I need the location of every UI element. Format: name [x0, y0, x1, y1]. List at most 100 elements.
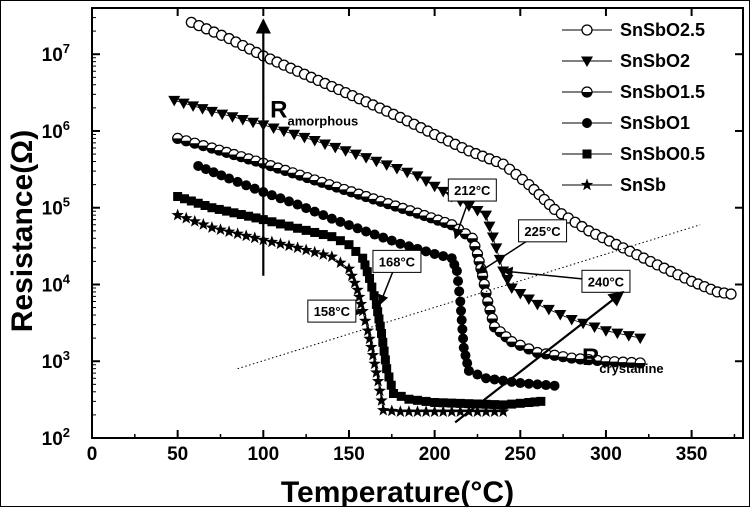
legend-label: SnSbO1.5	[620, 82, 705, 102]
data-point	[374, 314, 384, 324]
data-point	[207, 203, 217, 213]
data-point	[345, 269, 359, 282]
legend: SnSbO2.5 SnSbO2 SnSbO1.5 SnSbO1 SnSbO0.5 SnSb	[562, 20, 705, 195]
data-point	[318, 210, 329, 221]
data-point	[490, 243, 503, 254]
data-point	[197, 140, 209, 152]
data-point	[236, 210, 246, 220]
data-point	[241, 180, 252, 191]
series-snsbo1-5	[172, 132, 646, 369]
marker-star	[488, 405, 501, 417]
data-point	[325, 250, 339, 262]
data-point	[480, 210, 493, 222]
legend-item: SnSbO2.5	[562, 20, 705, 40]
legend-marker	[581, 24, 593, 36]
marker-filled-square	[275, 219, 285, 229]
x-tick-label: 0	[87, 444, 98, 465]
data-point	[299, 243, 313, 256]
data-point	[265, 235, 279, 248]
marker-filled-square	[481, 399, 491, 409]
data-point	[267, 123, 280, 135]
data-point	[378, 337, 388, 347]
r-crystalline-sub: crystalline	[599, 361, 663, 376]
data-point	[368, 357, 381, 370]
data-point	[471, 405, 484, 417]
marker-star	[342, 262, 356, 275]
marker-star	[385, 404, 398, 417]
data-point	[486, 232, 499, 243]
legend-label: SnSb	[620, 175, 666, 195]
marker-filled-circle	[266, 190, 277, 201]
marker-down-triangle	[514, 288, 527, 300]
marker-filled-square	[379, 346, 389, 356]
marker-star	[351, 283, 364, 296]
y-tick-label: 106	[42, 118, 70, 143]
marker-filled-square	[310, 227, 320, 237]
data-point	[339, 146, 352, 157]
marker-star	[411, 405, 424, 417]
series-snsbo2	[168, 95, 647, 345]
data-point	[277, 126, 290, 138]
marker-filled-square	[384, 372, 394, 382]
annotation-box	[307, 299, 357, 323]
marker-filled-circle	[232, 176, 243, 187]
marker-down-triangle	[505, 283, 518, 294]
marker-down-triangle	[542, 304, 555, 316]
data-point	[622, 331, 635, 342]
data-point	[428, 181, 441, 193]
marker-filled-circle	[335, 216, 346, 227]
data-point	[506, 336, 518, 348]
marker-filled-square	[335, 236, 345, 246]
marker-filled-square	[430, 398, 440, 408]
marker-star	[291, 241, 304, 254]
data-point	[200, 200, 210, 210]
marker-down-triangle	[622, 331, 635, 342]
data-point	[244, 211, 254, 221]
marker-star	[197, 218, 210, 230]
marker-star	[353, 290, 366, 303]
legend-label: SnSbO1	[620, 113, 690, 133]
data-point	[326, 213, 337, 224]
marker-filled-circle	[460, 350, 471, 361]
data-point	[293, 223, 303, 233]
annotation-label: 225°C	[524, 224, 561, 239]
data-point	[421, 246, 432, 257]
y-tick-label: 104	[42, 271, 71, 296]
data-point	[380, 355, 390, 365]
data-point	[365, 273, 375, 283]
marker-filled-circle	[216, 170, 227, 181]
marker-filled-square	[447, 398, 457, 408]
marker-down-triangle	[634, 333, 647, 345]
data-point	[369, 291, 379, 301]
data-point	[177, 98, 190, 110]
x-tick-label: 200	[419, 444, 451, 465]
marker-filled-circle	[429, 248, 440, 259]
marker-down-triangle	[437, 186, 450, 198]
marker-star	[334, 256, 347, 269]
data-point	[375, 321, 385, 331]
marker-down-triangle	[236, 114, 249, 126]
y-tick-base: 10	[42, 45, 63, 66]
marker-filled-square	[438, 398, 448, 408]
data-point	[342, 262, 356, 275]
legend-marker	[581, 56, 593, 67]
data-point	[402, 405, 416, 417]
marker-half-circle-fill	[582, 92, 592, 97]
data-point	[455, 398, 465, 408]
data-point	[222, 225, 236, 238]
data-point	[377, 403, 390, 416]
data-point	[216, 109, 229, 121]
data-point	[574, 353, 586, 365]
legend-label: SnSbO2	[620, 51, 690, 71]
marker-down-triangle	[226, 112, 239, 123]
data-point	[352, 223, 363, 234]
data-point	[421, 396, 431, 406]
marker-filled-square	[284, 221, 294, 231]
marker-filled-square	[498, 400, 508, 410]
data-point	[344, 240, 354, 250]
marker-star	[240, 229, 253, 242]
annotation-label: 168°C	[379, 254, 416, 269]
marker-down-triangle	[277, 126, 290, 138]
data-point	[514, 288, 527, 300]
